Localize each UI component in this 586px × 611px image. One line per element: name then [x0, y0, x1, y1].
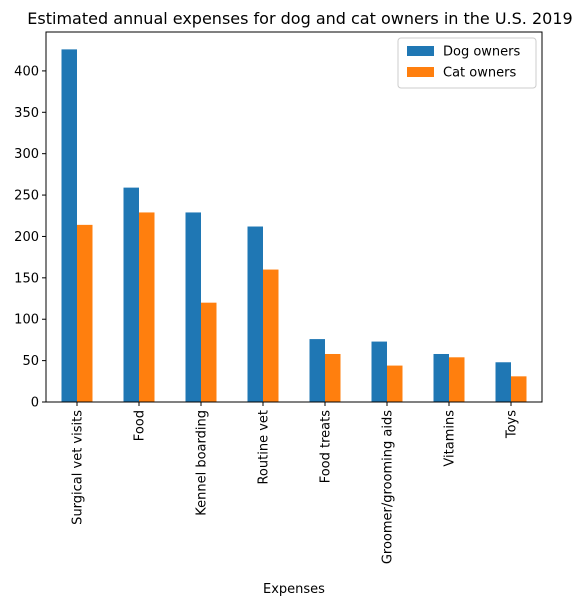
plot-area	[61, 49, 527, 403]
y-tick-label-2: 100	[14, 313, 39, 328]
axes-frame	[45, 31, 543, 403]
x-tick-label-4: Food treats	[319, 410, 334, 484]
x-tick-label-5: Groomer/grooming aids	[381, 410, 396, 564]
bar-cat-5	[387, 365, 403, 402]
bar-cat-3	[263, 269, 279, 402]
legend-swatch-cat	[407, 67, 434, 77]
y-tick-label-5: 250	[14, 189, 39, 204]
y-tick-label-0: 0	[31, 396, 39, 411]
chart-title: Estimated annual expenses for dog and ca…	[27, 9, 572, 28]
bar-cat-6	[449, 357, 465, 402]
x-axis-label: Expenses	[263, 582, 325, 597]
y-tick-label-6: 300	[14, 147, 39, 162]
x-tick-label-2: Kennel boarding	[195, 410, 210, 516]
x-tick-label-6: Vitamins	[443, 410, 458, 467]
x-tick-label-1: Food	[133, 410, 148, 441]
bar-dog-1	[123, 187, 139, 402]
legend-label-dog: Dog owners	[443, 45, 521, 60]
legend: Dog owners Cat owners	[397, 37, 537, 89]
bar-dog-5	[371, 341, 387, 402]
bar-dog-2	[185, 212, 201, 402]
legend-swatch-dog	[407, 46, 434, 56]
y-tick-label-1: 50	[22, 354, 39, 369]
bar-cat-2	[201, 302, 217, 402]
bar-dog-7	[495, 362, 511, 402]
bar-dog-0	[61, 49, 77, 403]
bar-cat-0	[77, 224, 93, 402]
x-tick-label-0: Surgical vet visits	[71, 410, 86, 525]
axes: 0 50 100 150 200 250 300 350 400 Surgical vet vis…	[14, 31, 543, 564]
x-tick-label-7: Toys	[505, 410, 520, 439]
bar-dog-6	[433, 353, 449, 402]
legend-label-cat: Cat owners	[443, 66, 516, 81]
bar-dog-4	[309, 339, 325, 402]
bar-cat-1	[139, 212, 155, 402]
y-tick-label-4: 200	[14, 230, 39, 245]
bar-cat-4	[325, 353, 341, 402]
x-tick-label-3: Routine vet	[257, 410, 272, 485]
bar-cat-7	[511, 376, 527, 402]
bar-dog-3	[247, 226, 263, 402]
y-tick-label-7: 350	[14, 106, 39, 121]
y-tick-label-8: 400	[14, 64, 39, 79]
y-tick-label-3: 150	[14, 271, 39, 286]
